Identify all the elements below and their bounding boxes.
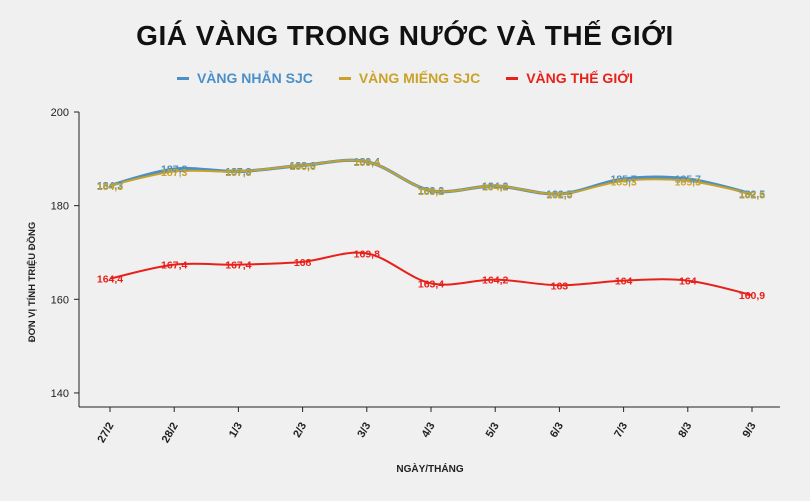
data-label-vang-mieng-sjc: 188,6 <box>289 161 315 173</box>
data-label-vang-mieng-sjc: 184,3 <box>97 181 123 193</box>
data-label-vang-nhan-sjc: 182,5 <box>739 188 765 200</box>
legend-item-vang-the-gioi: VÀNG THẾ GIỚI <box>506 70 633 86</box>
x-tick-label: 8/3 <box>676 421 694 440</box>
x-tick-label: 5/3 <box>484 421 502 440</box>
data-label-vang-mieng-sjc: 184,2 <box>482 181 508 193</box>
x-tick-label: 9/3 <box>741 421 759 440</box>
data-label-vang-nhan-sjc: 187,3 <box>225 166 251 178</box>
data-label-vang-nhan-sjc: 187,8 <box>161 164 187 176</box>
data-label-vang-nhan-sjc: 183,2 <box>418 185 444 197</box>
y-axis-title: ĐƠN VỊ TÍNH TRIỆU ĐỒNG <box>26 222 38 343</box>
data-label-vang-mieng-sjc: 185,3 <box>675 176 701 188</box>
x-tick-label: 6/3 <box>548 421 566 440</box>
data-label-vang-mieng-sjc: 182,5 <box>546 189 572 201</box>
data-label-vang-nhan-sjc: 189,4 <box>354 156 380 168</box>
data-label-vang-mieng-sjc: 187,3 <box>225 167 251 179</box>
legend-label-vang-nhan-sjc: VÀNG NHẪN SJC <box>196 70 313 86</box>
legend-item-vang-mieng-sjc: VÀNG MIẾNG SJC <box>338 70 481 86</box>
x-axis-title: NGÀY/THÁNG <box>396 462 463 475</box>
chart-title: GIÁ VÀNG TRONG NƯỚC VÀ THẾ GIỚI <box>136 20 674 51</box>
y-tick-label: 140 <box>51 388 69 400</box>
data-label-vang-the-gioi: 168 <box>294 257 312 269</box>
data-label-vang-nhan-sjc: 188,6 <box>289 160 315 172</box>
x-tick-label: 28/2 <box>160 421 181 446</box>
data-label-vang-nhan-sjc: 184,2 <box>482 180 508 192</box>
chart-legend: VÀNG NHẪN SJC VÀNG MIẾNG SJC VÀNG THẾ GI… <box>0 70 810 86</box>
data-label-vang-mieng-sjc: 189,4 <box>354 157 380 169</box>
data-label-vang-nhan-sjc: 182,5 <box>546 188 572 200</box>
data-label-vang-nhan-sjc: 184,3 <box>97 180 123 192</box>
legend-swatch-vang-nhan-sjc <box>176 76 189 80</box>
y-tick-label: 180 <box>51 201 69 213</box>
data-label-vang-the-gioi: 167,4 <box>225 260 251 272</box>
y-tick-label: 200 <box>51 107 69 119</box>
legend-swatch-vang-the-gioi <box>506 76 519 80</box>
data-label-vang-the-gioi: 164,4 <box>97 274 123 286</box>
data-label-vang-nhan-sjc: 185,7 <box>610 173 636 185</box>
series-line-vang-the-gioi <box>109 251 753 297</box>
data-label-vang-the-gioi: 164 <box>615 276 633 288</box>
legend-swatch-vang-mieng-sjc <box>338 76 351 80</box>
x-tick-label: 1/3 <box>227 421 245 440</box>
data-label-vang-nhan-sjc: 185,7 <box>675 173 701 185</box>
x-tick-label: 4/3 <box>420 421 438 440</box>
data-label-vang-mieng-sjc: 183,2 <box>418 186 444 198</box>
data-label-vang-mieng-sjc: 182,5 <box>739 189 765 201</box>
x-tick-label: 2/3 <box>291 421 309 440</box>
data-label-vang-the-gioi: 169,8 <box>354 248 380 260</box>
series-line-vang-mieng-sjc <box>109 159 753 195</box>
data-label-vang-the-gioi: 163,4 <box>418 278 444 290</box>
data-label-vang-the-gioi: 160,9 <box>739 290 765 302</box>
data-label-vang-the-gioi: 167,4 <box>161 260 187 272</box>
x-tick-label: 3/3 <box>355 421 373 440</box>
data-label-vang-mieng-sjc: 187,3 <box>161 167 187 179</box>
legend-item-vang-nhan-sjc: VÀNG NHẪN SJC <box>176 70 313 86</box>
y-tick-label: 160 <box>51 294 69 306</box>
data-label-vang-mieng-sjc: 185,3 <box>610 176 636 188</box>
data-label-vang-the-gioi: 164 <box>679 276 697 288</box>
data-label-vang-the-gioi: 164,2 <box>482 275 508 287</box>
legend-label-vang-the-gioi: VÀNG THẾ GIỚI <box>526 70 634 86</box>
data-label-vang-the-gioi: 163 <box>551 280 569 292</box>
legend-label-vang-mieng-sjc: VÀNG MIẾNG SJC <box>358 70 481 86</box>
x-tick-label: 27/2 <box>95 421 116 446</box>
x-tick-label: 7/3 <box>612 421 630 440</box>
